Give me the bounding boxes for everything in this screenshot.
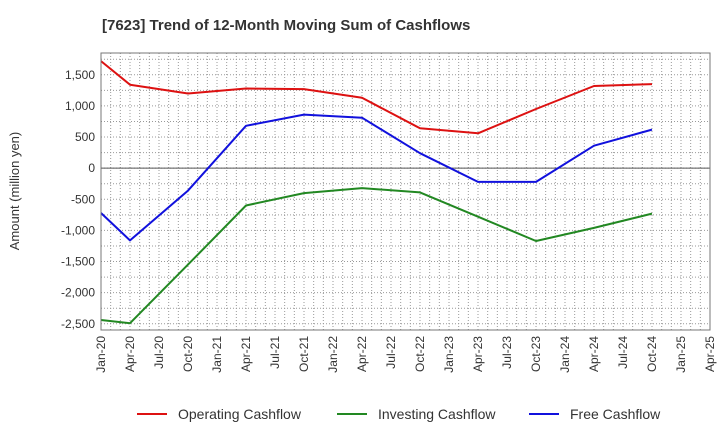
y-tick-labels: 1,500 1,000 500 0 -500 -1,000 -1,500 -2,000 -2,5… [61,68,95,331]
plot-area-border [100,52,711,331]
x-tick-label: Apr-20 [123,336,137,372]
x-tick-label: Jan-20 [94,336,108,373]
x-tick-label: Jan-21 [210,336,224,373]
x-tick-label: Jul-21 [268,336,282,369]
x-tick-label: Jan-24 [558,336,572,373]
y-tick-label: 1,500 [65,68,95,82]
x-tick-label: Jan-23 [442,336,456,373]
legend-label-investing-cashflow: Investing Cashflow [378,406,496,422]
x-tick-label: Jul-23 [500,336,514,369]
series-line-investing-cashflow [100,187,653,325]
x-tick-label: Apr-23 [471,336,485,372]
series-lines [100,60,653,325]
x-tick-label: Apr-24 [587,336,601,372]
x-tick-label: Jul-20 [152,336,166,369]
y-tick-label: 0 [88,161,95,175]
y-axis-label: Amount (million yen) [7,132,22,251]
x-tick-label: Jan-22 [326,336,340,373]
x-tick-label: Jan-25 [674,336,688,373]
x-tick-label: Oct-21 [297,336,311,372]
series-line-free-cashflow [100,113,653,242]
x-tick-label: Apr-25 [703,336,717,372]
y-tick-label: -1,500 [61,255,95,269]
x-tick-label: Oct-20 [181,336,195,372]
chart-title: [7623] Trend of 12-Month Moving Sum of C… [102,17,470,34]
x-tick-label: Oct-24 [645,336,659,372]
y-tick-label: 500 [75,130,95,144]
x-tick-labels: Jan-20 Apr-20 Jul-20 Oct-20 Jan-21 Apr-21 Jul-… [94,336,717,373]
legend-label-free-cashflow: Free Cashflow [570,406,661,422]
x-tick-label: Oct-22 [413,336,427,372]
series-line-operating-cashflow [100,60,653,135]
x-tick-label: Jul-22 [384,336,398,369]
x-tick-label: Apr-22 [355,336,369,372]
legend: Operating Cashflow Investing Cashflow Free… [137,406,661,422]
y-tick-label: -1,000 [61,223,95,237]
y-tick-label: 1,000 [65,99,95,113]
x-tick-label: Jul-24 [616,336,630,369]
legend-label-operating-cashflow: Operating Cashflow [178,406,302,422]
y-tick-label: -500 [71,192,95,206]
y-tick-label: -2,500 [61,317,95,331]
x-tick-label: Oct-23 [529,336,543,372]
grid-lines [101,53,710,330]
x-tick-label: Apr-21 [239,336,253,372]
y-tick-label: -2,000 [61,286,95,300]
